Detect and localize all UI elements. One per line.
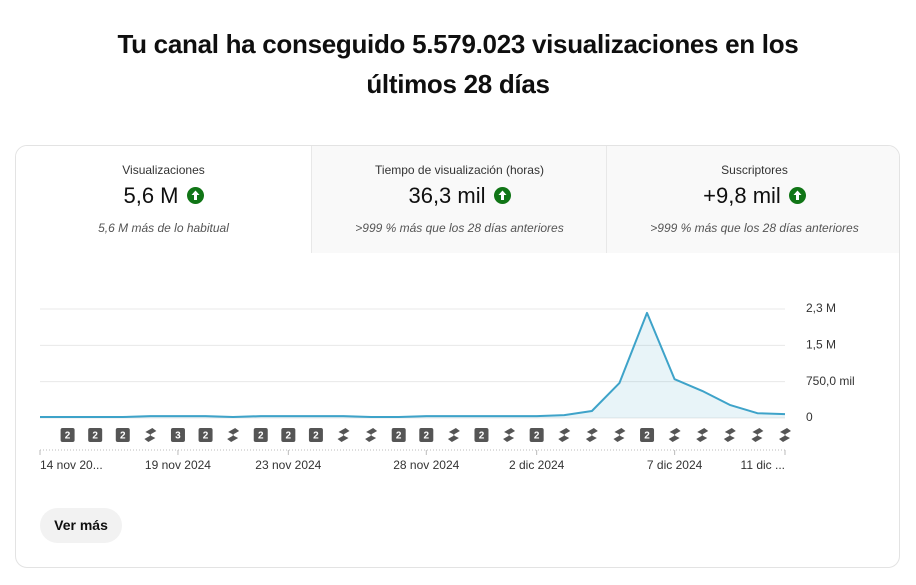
upload-count: 2 xyxy=(92,431,98,442)
shorts-marker xyxy=(447,428,460,442)
upload-marker xyxy=(529,428,544,442)
shorts-marker xyxy=(613,428,626,442)
metric-value: +9,8 mil xyxy=(607,183,899,209)
upload-count: 2 xyxy=(286,431,292,442)
shorts-marker xyxy=(668,428,681,442)
upload-count: 2 xyxy=(424,431,430,442)
shorts-marker xyxy=(558,428,571,442)
x-tick-label: 7 dic 2024 xyxy=(647,458,703,472)
metric-value: 5,6 M xyxy=(16,183,311,209)
line xyxy=(40,311,786,418)
upload-count: 2 xyxy=(120,431,126,442)
y-tick-label: 0 xyxy=(806,410,813,424)
x-tick-label: 14 nov 20... xyxy=(40,458,103,472)
x-tick-label: 23 nov 2024 xyxy=(255,458,321,472)
upload-marker xyxy=(115,428,130,442)
upload-marker xyxy=(419,428,434,442)
upload-count: 3 xyxy=(175,431,181,442)
metric-note: 5,6 M más de lo habitual xyxy=(98,221,229,235)
x-tick-label: 28 nov 2024 xyxy=(393,458,459,472)
upload-marker xyxy=(281,428,296,442)
x-tick-label: 2 dic 2024 xyxy=(509,458,565,472)
upload-marker xyxy=(253,428,268,442)
shorts-marker xyxy=(779,428,791,442)
upload-marker xyxy=(308,428,323,442)
x-tick-label: 19 nov 2024 xyxy=(145,458,211,472)
metric-label: Visualizaciones xyxy=(122,163,205,177)
metric-tab[interactable]: Suscriptores +9,8 mil >999 % más que los 2… xyxy=(606,146,899,253)
up-arrow-icon xyxy=(493,187,511,204)
shorts-marker xyxy=(503,428,516,442)
upload-marker xyxy=(198,428,213,442)
upload-count: 2 xyxy=(534,431,540,442)
metric-note: >999 % más que los 28 días anteriores xyxy=(650,221,859,235)
metric-number: +9,8 mil xyxy=(703,183,781,208)
shorts-marker xyxy=(365,428,378,442)
metric-value: 36,3 mil xyxy=(312,183,607,209)
shorts-marker xyxy=(227,428,240,442)
upload-marker xyxy=(640,428,655,442)
upload-count: 2 xyxy=(203,431,209,442)
upload-count: 2 xyxy=(396,431,402,442)
upload-marker xyxy=(60,428,75,442)
upload-count: 2 xyxy=(65,431,71,442)
y-tick-label: 1,5 M xyxy=(806,338,836,352)
up-arrow-icon xyxy=(186,187,204,204)
shorts-marker xyxy=(144,428,157,442)
metric-tab[interactable]: Tiempo de visualización (horas) 36,3 mil >… xyxy=(311,146,607,253)
metric-label: Suscriptores xyxy=(721,163,788,177)
shorts-marker xyxy=(337,428,350,442)
headline: Tu canal ha conseguido 5.579.023 visuali… xyxy=(117,29,799,99)
area xyxy=(40,312,785,418)
metric-tab[interactable]: Visualizaciones 5,6 M 5,6 M más de lo habi… xyxy=(16,146,311,253)
upload-marker xyxy=(170,428,185,442)
upload-marker xyxy=(88,428,103,442)
metric-number: 36,3 mil xyxy=(408,183,486,208)
y-tick-label: 750,0 mil xyxy=(806,374,855,388)
shorts-marker xyxy=(751,428,764,442)
metric-number: 5,6 M xyxy=(123,183,179,208)
see-more-button[interactable]: Ver más xyxy=(40,508,122,543)
upload-marker xyxy=(391,428,406,442)
upload-count: 2 xyxy=(258,431,264,442)
upload-count: 2 xyxy=(479,431,485,442)
upload-count: 2 xyxy=(644,431,650,442)
upload-count: 2 xyxy=(313,431,319,442)
shorts-marker xyxy=(585,428,598,442)
up-arrow-icon xyxy=(788,187,806,204)
y-tick-label: 2,3 M xyxy=(806,301,836,315)
metric-note: >999 % más que los 28 días anteriores xyxy=(355,221,564,235)
upload-marker xyxy=(474,428,489,442)
shorts-marker xyxy=(723,428,736,442)
shorts-marker xyxy=(696,428,709,442)
x-tick-label: 11 dic ... xyxy=(741,458,785,472)
analytics-card: Visualizaciones 5,6 M 5,6 M más de lo habi… xyxy=(15,145,900,568)
metric-label: Tiempo de visualización (horas) xyxy=(375,163,544,177)
